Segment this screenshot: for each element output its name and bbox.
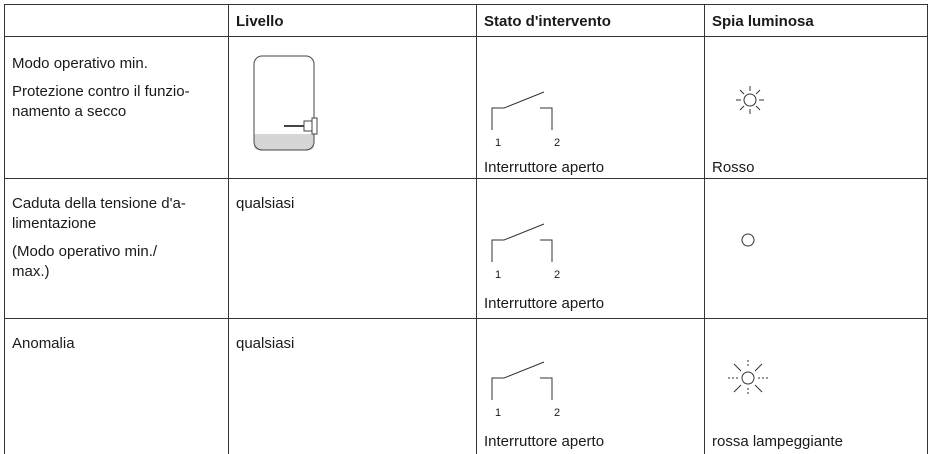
tank-illustration xyxy=(253,55,318,151)
switch-symbol xyxy=(491,91,553,130)
lamp-state: Rosso xyxy=(712,159,755,176)
header-cell: Spia luminosa xyxy=(712,13,814,30)
contact-label: 2 xyxy=(554,407,560,419)
condition-line: Anomalia xyxy=(12,335,75,352)
level: qualsiasi xyxy=(236,195,294,212)
lamp-off-icon xyxy=(741,233,755,247)
lamp-state: rossa lampeggiante xyxy=(712,433,843,450)
contact-label: 2 xyxy=(554,269,560,281)
switch-symbol xyxy=(491,361,553,400)
condition-line: Caduta della tensione d'a- xyxy=(12,195,186,212)
contact-label: 1 xyxy=(495,269,501,281)
lamp-blink-icon xyxy=(728,360,768,396)
lamp-on-icon xyxy=(736,86,764,114)
switch-state: Interruttore aperto xyxy=(484,295,604,312)
switch-symbol xyxy=(491,223,553,262)
condition-line: Modo operativo min. xyxy=(12,55,148,72)
contact-label: 1 xyxy=(495,407,501,419)
condition-line: Protezione contro il funzio- xyxy=(12,83,190,100)
table-grid xyxy=(4,4,928,454)
condition-line: limentazione xyxy=(12,215,96,232)
header-cell: Livello xyxy=(236,13,284,30)
switch-state: Interruttore aperto xyxy=(484,159,604,176)
condition-line: max.) xyxy=(12,263,50,280)
condition-line: (Modo operativo min./ xyxy=(12,243,158,260)
condition-line: namento a secco xyxy=(12,103,126,120)
contact-label: 1 xyxy=(495,137,501,149)
switch-state: Interruttore aperto xyxy=(484,433,604,450)
contact-label: 2 xyxy=(554,137,560,149)
level: qualsiasi xyxy=(236,335,294,352)
header-cell: Stato d'intervento xyxy=(484,13,611,30)
